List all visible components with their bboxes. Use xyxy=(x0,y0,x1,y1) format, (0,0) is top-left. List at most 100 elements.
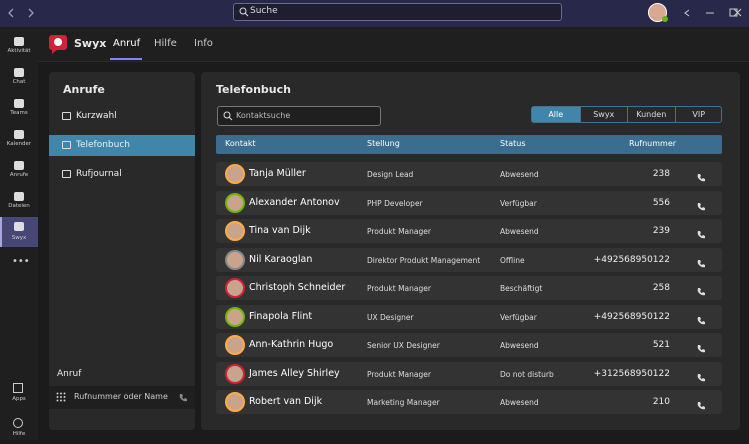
search-box[interactable]: Suche xyxy=(233,3,562,21)
filter-button[interactable]: Swyx xyxy=(579,107,628,122)
contact-row[interactable]: Robert van Dijk Marketing Manager Abwesend… xyxy=(216,390,722,414)
contact-number: 239 xyxy=(652,226,670,236)
contact-number: +492568950122 xyxy=(593,254,670,265)
contact-name: Robert van Dijk xyxy=(249,396,323,407)
sidebar: Anrufe Anruf Rufnummer oder Name Kurzwah… xyxy=(49,72,195,430)
contact-name: Tanja Müller xyxy=(249,168,306,179)
contact-name: Ann-Kathrin Hugo xyxy=(249,339,334,350)
tab[interactable]: Info xyxy=(194,38,213,49)
nav-label: Kurzwahl xyxy=(76,111,117,121)
nav-icon xyxy=(62,141,71,149)
contact-position: Produkt Manager xyxy=(367,227,431,236)
nav-label: Rufjournal xyxy=(76,169,122,179)
call-button[interactable] xyxy=(696,282,706,296)
close-button[interactable] xyxy=(733,8,743,18)
contact-position: Produkt Manager xyxy=(367,284,431,293)
contact-status: Abwesend xyxy=(500,170,539,179)
tab[interactable]: Hilfe xyxy=(154,38,177,49)
contact-name: Christoph Schneider xyxy=(249,282,346,293)
contact-number: +312568950122 xyxy=(593,368,670,379)
contact-row[interactable]: Tanja Müller Design Lead Abwesend 238 xyxy=(216,162,722,186)
tab[interactable]: Anruf xyxy=(113,38,141,49)
rail-label: Chat xyxy=(12,79,26,85)
contact-status: Abwesend xyxy=(500,398,539,407)
rail-label: Teams xyxy=(10,110,28,116)
more-dots[interactable]: ••• xyxy=(12,256,30,267)
rail-label: Aktivität xyxy=(7,48,31,54)
contact-search-placeholder: Kontaktsuche xyxy=(236,111,291,120)
app-rail: Aktivität Chat Teams Kalender Anrufe Dateien S… xyxy=(0,27,38,440)
contact-avatar xyxy=(225,363,245,384)
rail-item[interactable]: Teams xyxy=(0,95,38,123)
call-label: Anruf xyxy=(57,369,82,379)
contact-position: PHP Developer xyxy=(367,198,423,208)
contact-status: Offline xyxy=(500,255,525,265)
contact-row[interactable]: James Alley Shirley Produkt Manager Do not… xyxy=(216,361,722,386)
contact-row[interactable]: Finapola Flint UX Designer Verfügbar +49256… xyxy=(216,304,722,329)
contact-row[interactable]: Ann-Kathrin Hugo Senior UX Designer Abwese… xyxy=(216,333,722,357)
nav-label: Telefonbuch xyxy=(76,140,130,150)
call-button[interactable] xyxy=(696,368,706,381)
rail-item[interactable]: Dateien xyxy=(0,188,38,216)
nav-icon xyxy=(62,170,71,178)
contact-search[interactable]: Kontaktsuche xyxy=(217,106,381,126)
rail-item[interactable]: Chat xyxy=(0,64,38,92)
rail-icon xyxy=(14,161,24,170)
call-button[interactable] xyxy=(696,168,706,182)
contact-number: 521 xyxy=(652,340,670,350)
call-button[interactable] xyxy=(696,254,706,267)
rail-item[interactable]: Kalender xyxy=(0,126,38,154)
filter-button[interactable]: VIP xyxy=(674,107,723,122)
nav-arrows[interactable] xyxy=(6,7,34,19)
rail-item[interactable]: Hilfe xyxy=(0,416,38,444)
call-button[interactable] xyxy=(696,197,706,210)
search-icon xyxy=(223,111,233,121)
rail-item[interactable]: Anrufe xyxy=(0,157,38,185)
rail-item[interactable]: Swyx xyxy=(0,217,38,247)
contact-row[interactable]: Nil Karaoglan Direktor Produkt Management… xyxy=(216,247,722,272)
contact-status: Abwesend xyxy=(500,341,539,350)
app-name: Swyx xyxy=(74,37,107,50)
call-button[interactable] xyxy=(696,311,706,324)
contact-avatar xyxy=(225,335,245,355)
contact-number: 556 xyxy=(652,197,670,208)
filter-button[interactable]: Alle xyxy=(532,107,580,122)
nav-item[interactable]: Rufjournal xyxy=(49,164,195,185)
contact-position: Marketing Manager xyxy=(367,398,440,407)
contact-row[interactable]: Alexander Antonov PHP Developer Verfügbar 5… xyxy=(216,190,722,215)
rail-label: Swyx xyxy=(11,235,27,241)
column-header: Kontakt xyxy=(225,139,256,148)
phonebook-title: Telefonbuch xyxy=(216,83,291,96)
sidebar-title: Anrufe xyxy=(63,83,105,96)
contact-status: Verfügbar xyxy=(500,312,537,322)
contact-position: Design Lead xyxy=(367,170,414,179)
contact-avatar xyxy=(225,249,245,270)
contact-row[interactable]: Tina van Dijk Produkt Manager Abwesend 239 xyxy=(216,219,722,243)
rail-item[interactable]: Aktivität xyxy=(0,33,38,61)
call-button[interactable] xyxy=(696,225,706,239)
rail-label: Hilfe xyxy=(12,431,26,437)
call-icon[interactable] xyxy=(178,393,188,403)
contact-number: 258 xyxy=(652,283,670,293)
call-button[interactable] xyxy=(696,339,706,353)
contact-number: 210 xyxy=(652,397,670,407)
call-input[interactable]: Rufnummer oder Name xyxy=(49,386,195,409)
filter-group: Alle Swyx Kunden VIP xyxy=(531,106,722,123)
contact-position: Senior UX Designer xyxy=(367,341,440,350)
contact-name: Nil Karaoglan xyxy=(249,253,313,265)
nav-item[interactable]: Telefonbuch xyxy=(49,135,195,156)
contact-row[interactable]: Christoph Schneider Produkt Manager Beschä… xyxy=(216,276,722,300)
rail-icon xyxy=(14,68,24,77)
contact-position: UX Designer xyxy=(367,312,414,322)
rail-item[interactable]: Apps xyxy=(0,381,38,409)
contact-avatar xyxy=(225,278,245,298)
call-button[interactable] xyxy=(696,396,706,410)
nav-item[interactable]: Kurzwahl xyxy=(49,106,195,127)
rail-label: Dateien xyxy=(8,203,30,209)
rail-label: Kalender xyxy=(6,141,32,147)
contact-status: Abwesend xyxy=(500,227,539,236)
filter-button[interactable]: Kunden xyxy=(627,107,675,122)
contact-avatar xyxy=(225,221,245,241)
presence xyxy=(662,16,668,22)
